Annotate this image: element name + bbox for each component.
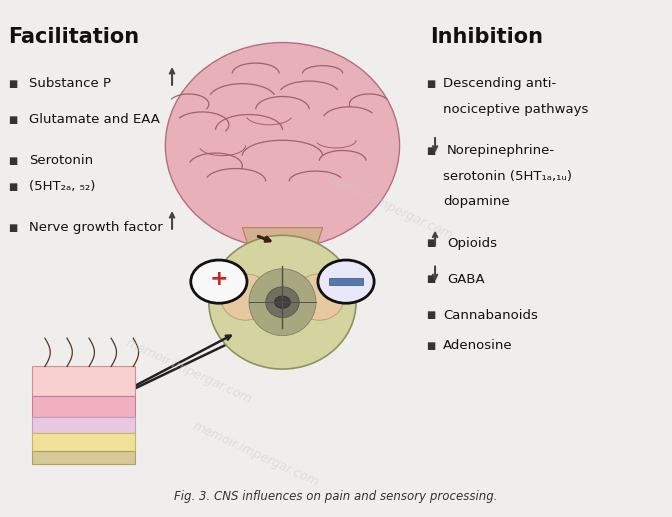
Text: ■: ■ [8, 223, 17, 233]
Ellipse shape [265, 287, 299, 317]
Text: memoir.impergar.com: memoir.impergar.com [124, 337, 254, 406]
Text: ■: ■ [426, 274, 435, 284]
Bar [32, 367, 135, 396]
Text: ■: ■ [8, 79, 17, 88]
Circle shape [318, 260, 374, 303]
Text: dopamine: dopamine [443, 195, 509, 208]
Circle shape [191, 260, 247, 303]
Text: ■: ■ [426, 310, 435, 320]
Text: Cannabanoids: Cannabanoids [443, 309, 538, 322]
Bar [32, 450, 135, 464]
Text: Opioids: Opioids [447, 237, 497, 250]
Text: Substance P: Substance P [30, 77, 112, 90]
Bar [32, 433, 135, 450]
Text: +: + [210, 269, 228, 289]
Polygon shape [243, 227, 323, 269]
Text: Descending anti-: Descending anti- [443, 77, 556, 90]
Text: Facilitation: Facilitation [8, 27, 139, 47]
Ellipse shape [294, 274, 344, 320]
Text: Adenosine: Adenosine [443, 340, 513, 353]
Text: Glutamate and EAA: Glutamate and EAA [30, 113, 161, 126]
Ellipse shape [165, 42, 400, 248]
Text: ■: ■ [8, 156, 17, 166]
Ellipse shape [220, 274, 271, 320]
Text: ■: ■ [426, 79, 435, 88]
Text: GABA: GABA [447, 272, 485, 285]
Text: ■: ■ [426, 341, 435, 351]
Text: Serotonin: Serotonin [30, 154, 93, 168]
Text: nociceptive pathways: nociceptive pathways [443, 103, 589, 116]
Text: Norepinephrine-: Norepinephrine- [447, 144, 555, 157]
Text: (5HT₂ₐ, ₅₂): (5HT₂ₐ, ₅₂) [30, 180, 96, 193]
Bar [329, 278, 363, 285]
Text: ■: ■ [8, 115, 17, 125]
Ellipse shape [209, 235, 356, 369]
Bar [32, 417, 135, 433]
Text: ■: ■ [8, 181, 17, 191]
Text: Nerve growth factor: Nerve growth factor [30, 221, 163, 234]
Bar [32, 396, 135, 417]
Text: ■: ■ [426, 238, 435, 248]
Text: ■: ■ [426, 145, 435, 156]
Text: memoir.impergar.com: memoir.impergar.com [191, 419, 321, 489]
Circle shape [274, 296, 290, 308]
Text: Fig. 3. CNS influences on pain and sensory processing.: Fig. 3. CNS influences on pain and senso… [174, 490, 498, 503]
Text: Inhibition: Inhibition [429, 27, 543, 47]
Ellipse shape [249, 269, 316, 336]
Text: serotonin (5HT₁ₐ,₁ᵤ): serotonin (5HT₁ₐ,₁ᵤ) [443, 170, 572, 183]
Text: memoir.impergar.com: memoir.impergar.com [325, 172, 455, 242]
